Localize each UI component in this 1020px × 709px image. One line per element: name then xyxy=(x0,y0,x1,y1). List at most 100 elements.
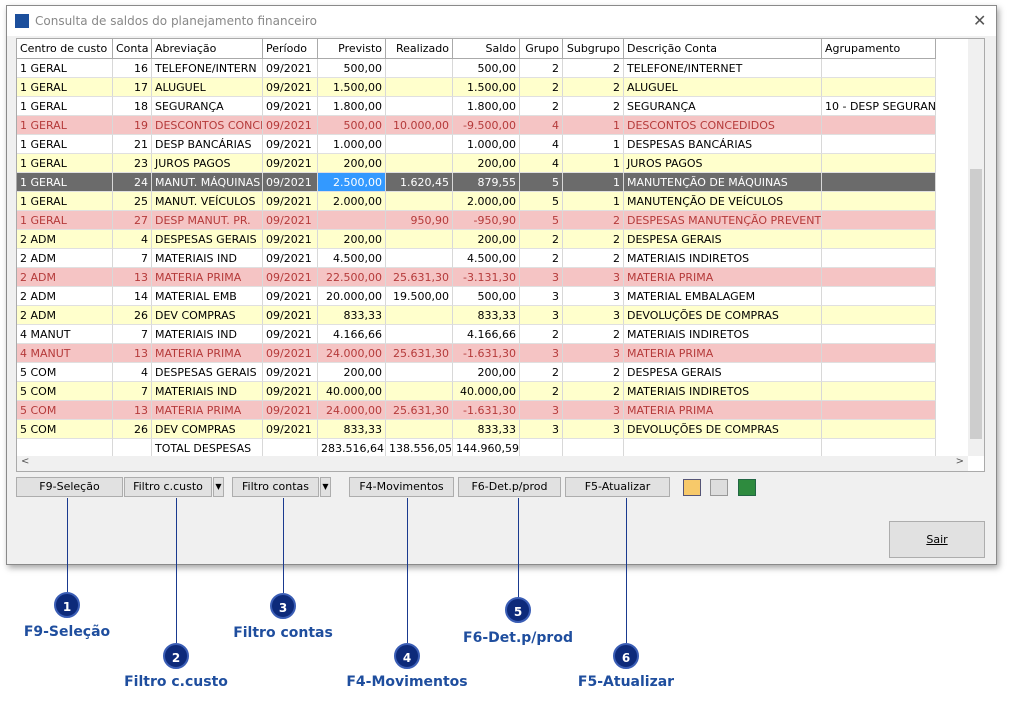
table-cell[interactable]: TELEFONE/INTERN xyxy=(152,59,263,78)
table-cell[interactable]: MANUT. MÁQUINAS xyxy=(152,173,263,192)
vertical-scrollbar[interactable] xyxy=(968,39,984,456)
table-cell[interactable]: ALUGUEL xyxy=(624,78,822,97)
table-cell[interactable]: MATERIA PRIMA xyxy=(624,268,822,287)
table-cell[interactable]: 2 xyxy=(563,211,624,230)
table-cell[interactable]: 2 xyxy=(563,363,624,382)
table-cell[interactable]: 2 xyxy=(520,78,563,97)
table-cell[interactable]: -3.131,30 xyxy=(453,268,520,287)
table-cell[interactable]: 1 xyxy=(563,116,624,135)
table-cell[interactable]: 200,00 xyxy=(453,154,520,173)
table-cell[interactable]: 1 xyxy=(563,135,624,154)
table-cell[interactable]: DESPESAS GERAIS xyxy=(152,230,263,249)
table-cell[interactable] xyxy=(386,420,453,439)
table-cell[interactable]: DESPESA GERAIS xyxy=(624,363,822,382)
table-cell[interactable]: TOTAL DESPESAS xyxy=(152,439,263,458)
table-cell[interactable]: 27 xyxy=(113,211,152,230)
dropdown-arrow[interactable]: ▼ xyxy=(213,477,224,497)
table-cell[interactable] xyxy=(822,173,936,192)
table-cell[interactable]: JUROS PAGOS xyxy=(152,154,263,173)
table-cell[interactable]: 4.166,66 xyxy=(453,325,520,344)
table-cell[interactable]: 10 - DESP SEGURAN xyxy=(822,97,936,116)
table-cell[interactable] xyxy=(386,306,453,325)
table-cell[interactable]: -1.631,30 xyxy=(453,344,520,363)
table-cell[interactable]: 2 xyxy=(520,230,563,249)
table-cell[interactable]: 25.631,30 xyxy=(386,268,453,287)
table-cell[interactable]: MATERIA PRIMA xyxy=(152,268,263,287)
icon-button[interactable] xyxy=(683,479,701,496)
column-header[interactable]: Realizado xyxy=(386,39,453,59)
table-cell[interactable]: 200,00 xyxy=(318,154,386,173)
table-cell[interactable]: MATERIAIS INDIRETOS xyxy=(624,325,822,344)
table-cell[interactable]: 2 ADM xyxy=(17,249,113,268)
table-cell[interactable] xyxy=(822,59,936,78)
dropdown-arrow[interactable]: ▼ xyxy=(320,477,331,497)
table-cell[interactable]: 2 xyxy=(563,325,624,344)
table-cell[interactable]: 4 MANUT xyxy=(17,325,113,344)
table-cell[interactable] xyxy=(822,135,936,154)
table-cell[interactable] xyxy=(822,420,936,439)
table-cell[interactable]: 1 GERAL xyxy=(17,78,113,97)
table-cell[interactable]: 833,33 xyxy=(453,420,520,439)
table-cell[interactable]: 1.800,00 xyxy=(318,97,386,116)
table-cell[interactable]: 3 xyxy=(563,344,624,363)
table-cell[interactable]: 09/2021 xyxy=(263,401,318,420)
table-cell[interactable]: DESPESAS BANCÁRIAS xyxy=(624,135,822,154)
table-cell[interactable]: 09/2021 xyxy=(263,211,318,230)
close-button[interactable]: ✕ xyxy=(973,11,987,30)
table-cell[interactable]: 14 xyxy=(113,287,152,306)
table-cell[interactable]: 09/2021 xyxy=(263,268,318,287)
table-cell[interactable]: DESP BANCÁRIAS xyxy=(152,135,263,154)
icon-button[interactable] xyxy=(738,479,756,496)
table-cell[interactable]: 833,33 xyxy=(318,420,386,439)
table-cell[interactable]: 2 ADM xyxy=(17,287,113,306)
table-cell[interactable]: 4.500,00 xyxy=(453,249,520,268)
table-cell[interactable]: DESP MANUT. PR. xyxy=(152,211,263,230)
table-cell[interactable]: 2 xyxy=(520,59,563,78)
table-cell[interactable]: 1 GERAL xyxy=(17,211,113,230)
table-cell[interactable]: 09/2021 xyxy=(263,363,318,382)
table-cell[interactable]: MANUT. VEÍCULOS xyxy=(152,192,263,211)
table-cell[interactable] xyxy=(386,192,453,211)
table-cell[interactable]: MATERIAIS IND xyxy=(152,249,263,268)
exit-button[interactable]: Sair xyxy=(889,521,985,558)
table-cell[interactable]: 1 xyxy=(563,154,624,173)
table-cell[interactable]: DESPESA GERAIS xyxy=(624,230,822,249)
table-cell[interactable]: 25 xyxy=(113,192,152,211)
table-cell[interactable]: 4 xyxy=(520,116,563,135)
table-cell[interactable]: 5 xyxy=(520,211,563,230)
table-cell[interactable]: 1 GERAL xyxy=(17,59,113,78)
table-cell[interactable]: 09/2021 xyxy=(263,420,318,439)
table-cell[interactable] xyxy=(822,249,936,268)
table-cell[interactable]: 3 xyxy=(520,306,563,325)
table-cell[interactable]: 4.500,00 xyxy=(318,249,386,268)
column-header[interactable]: Previsto xyxy=(318,39,386,59)
table-cell[interactable]: 2 xyxy=(563,97,624,116)
table-cell[interactable]: 26 xyxy=(113,306,152,325)
table-cell[interactable]: 7 xyxy=(113,325,152,344)
toolbar-button[interactable]: Filtro contas xyxy=(232,477,319,497)
column-header[interactable]: Saldo xyxy=(453,39,520,59)
table-cell[interactable]: 3 xyxy=(563,268,624,287)
table-cell[interactable] xyxy=(822,382,936,401)
column-header[interactable]: Abreviação xyxy=(152,39,263,59)
table-cell[interactable]: 25.631,30 xyxy=(386,344,453,363)
table-cell[interactable]: 40.000,00 xyxy=(318,382,386,401)
table-cell[interactable]: 2 xyxy=(520,249,563,268)
icon-button[interactable] xyxy=(710,479,728,496)
table-cell[interactable] xyxy=(822,116,936,135)
table-cell[interactable]: 09/2021 xyxy=(263,344,318,363)
table-cell[interactable]: MATERIA PRIMA xyxy=(152,401,263,420)
table-cell[interactable]: 4 xyxy=(520,135,563,154)
column-header[interactable]: Grupo xyxy=(520,39,563,59)
table-cell[interactable]: 2 xyxy=(563,249,624,268)
table-cell[interactable]: 09/2021 xyxy=(263,154,318,173)
table-cell[interactable]: 26 xyxy=(113,420,152,439)
table-cell[interactable]: 1.000,00 xyxy=(318,135,386,154)
table-cell[interactable]: MATERIAIS INDIRETOS xyxy=(624,249,822,268)
table-cell[interactable] xyxy=(386,363,453,382)
table-cell[interactable]: 1.800,00 xyxy=(453,97,520,116)
table-cell[interactable] xyxy=(386,325,453,344)
table-cell[interactable] xyxy=(822,306,936,325)
table-cell[interactable]: 5 COM xyxy=(17,401,113,420)
table-cell[interactable]: 3 xyxy=(563,287,624,306)
